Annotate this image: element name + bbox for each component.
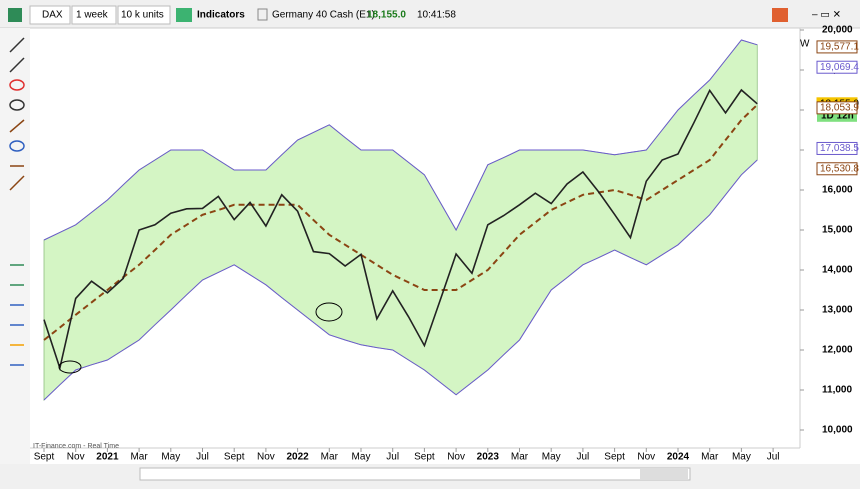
instrument: DAX bbox=[42, 10, 63, 21]
x-tick-label: Nov bbox=[67, 452, 85, 463]
product-name: Germany 40 Cash (E1) bbox=[272, 10, 375, 21]
plot-area bbox=[43, 39, 758, 401]
upper-line bbox=[43, 39, 758, 241]
y-tick-label: 12,000 bbox=[822, 345, 853, 356]
lower-line bbox=[43, 159, 758, 401]
x-tick-label: Sept bbox=[224, 452, 245, 463]
y-tick-label: 14,000 bbox=[822, 265, 853, 276]
y-tick-label: 11,000 bbox=[822, 385, 852, 396]
price-marker-label: 18,053.9 bbox=[820, 102, 859, 113]
y-tick-label: 15,000 bbox=[822, 225, 853, 236]
x-tick-label: Jul bbox=[767, 452, 780, 463]
drawing-tools[interactable] bbox=[9, 37, 25, 366]
price-marker-label: 19,069.4 bbox=[820, 62, 859, 73]
x-tick-label: May bbox=[732, 452, 751, 463]
x-tick-label: Mar bbox=[511, 452, 529, 463]
x-tick-label: Mar bbox=[701, 452, 719, 463]
tool-sidebar bbox=[0, 28, 30, 464]
period-label: W bbox=[800, 39, 810, 50]
y-tick-label: 16,000 bbox=[822, 185, 853, 196]
x-tick-label: Sept bbox=[34, 452, 55, 463]
x-tick-label: May bbox=[352, 452, 371, 463]
scrollbar[interactable] bbox=[139, 467, 691, 481]
price-marker-label: 16,530.8 bbox=[820, 163, 859, 174]
x-tick-label: 2021 bbox=[96, 452, 119, 463]
scroll-thumb[interactable] bbox=[640, 469, 688, 479]
x-tick-label: 2023 bbox=[477, 452, 500, 463]
band-fill bbox=[43, 39, 758, 401]
x-tick-label: Jul bbox=[196, 452, 209, 463]
price-line bbox=[43, 88, 758, 371]
sync-icon[interactable] bbox=[772, 8, 788, 22]
x-tick-label: Jul bbox=[577, 452, 590, 463]
y-tick-label: 13,000 bbox=[822, 305, 853, 316]
x-tick-label: Mar bbox=[321, 452, 339, 463]
units-select[interactable] bbox=[117, 5, 171, 25]
average-line bbox=[43, 104, 758, 341]
x-tick-label: Sept bbox=[604, 452, 625, 463]
price-marker bbox=[816, 101, 858, 115]
price-marker bbox=[816, 40, 858, 54]
countdown: 1D 12h bbox=[821, 110, 854, 121]
annotation-circle bbox=[315, 302, 343, 322]
product-icon bbox=[257, 8, 268, 21]
x-tick-label: 2022 bbox=[286, 452, 309, 463]
timeframe: 1 week bbox=[76, 10, 109, 21]
chart-icon[interactable] bbox=[8, 8, 22, 22]
x-tick-label: Nov bbox=[447, 452, 465, 463]
price-marker bbox=[816, 141, 858, 155]
annotation-circle bbox=[58, 360, 82, 374]
x-tick-label: May bbox=[161, 452, 180, 463]
timeframe-select[interactable] bbox=[71, 5, 117, 25]
units: 10 k units bbox=[121, 10, 164, 21]
y-tick-label: 20,000 bbox=[822, 25, 853, 36]
clock: 10:41:58 bbox=[417, 10, 456, 21]
price-marker bbox=[816, 60, 858, 74]
x-tick-label: Jul bbox=[386, 452, 399, 463]
price-marker-label: 19,577.1 bbox=[820, 42, 859, 53]
y-tick-label: 10,000 bbox=[822, 425, 853, 436]
price-marker-label: 17,038.5 bbox=[820, 143, 859, 154]
x-tick-label: Nov bbox=[637, 452, 655, 463]
x-tick-label: Sept bbox=[414, 452, 435, 463]
x-tick-label: 2024 bbox=[667, 452, 690, 463]
x-tick-label: Nov bbox=[257, 452, 275, 463]
indicators-button[interactable]: Indicators bbox=[197, 10, 245, 21]
instrument-select[interactable] bbox=[29, 5, 71, 25]
x-tick-label: May bbox=[542, 452, 561, 463]
window-controls[interactable]: – ▭ ✕ bbox=[812, 10, 841, 21]
indicators-icon[interactable] bbox=[176, 8, 192, 22]
last-price: 18,155.0 bbox=[367, 10, 406, 21]
price-marker bbox=[816, 162, 858, 176]
x-tick-label: Mar bbox=[130, 452, 148, 463]
data-source: IT-Finance.com - Real Time bbox=[33, 443, 119, 450]
